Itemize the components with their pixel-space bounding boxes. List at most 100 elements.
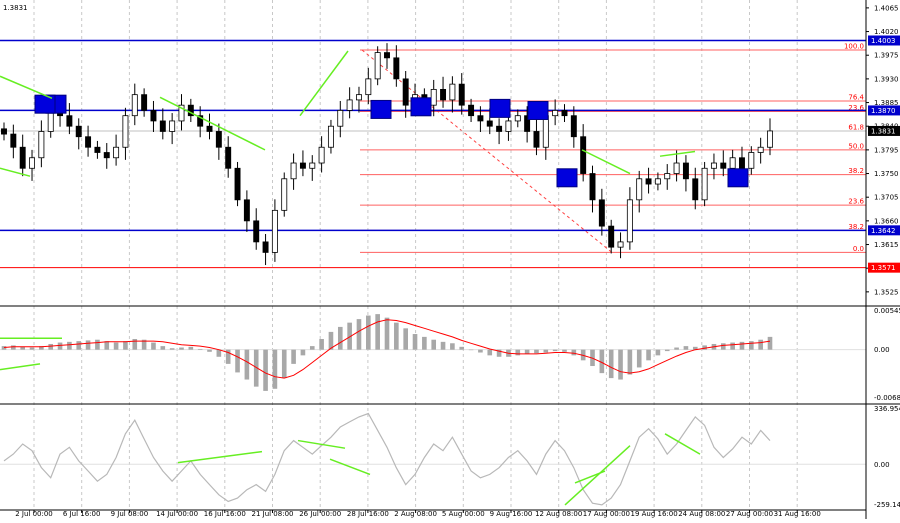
marker-box bbox=[410, 97, 432, 117]
macd-bar bbox=[571, 349, 577, 356]
x-tick-label: 26 Jul 00:00 bbox=[299, 510, 341, 518]
x-tick-label: 24 Aug 08:00 bbox=[678, 510, 725, 518]
candle-body bbox=[533, 131, 540, 148]
fib-level-label: 61.8 bbox=[848, 123, 864, 131]
candle-body bbox=[1, 128, 7, 135]
candle-body bbox=[645, 178, 652, 185]
x-tick-label: 2 Aug 08:00 bbox=[394, 510, 437, 518]
candle-body bbox=[187, 104, 194, 117]
candle-body bbox=[356, 94, 362, 101]
candle-body bbox=[580, 136, 587, 174]
macd-bar bbox=[188, 346, 194, 350]
macd-bar bbox=[450, 343, 455, 350]
candle-body bbox=[767, 130, 773, 148]
level-label-background bbox=[868, 262, 900, 273]
macd-bar bbox=[664, 349, 670, 352]
macd-bar bbox=[1, 346, 7, 350]
macd-bar bbox=[263, 349, 268, 391]
price-tick-label: 1.3885 bbox=[874, 99, 899, 107]
macd-bar bbox=[11, 345, 16, 350]
candle-body bbox=[299, 162, 306, 169]
macd-bar bbox=[496, 349, 502, 357]
macd-bar bbox=[384, 317, 390, 350]
candle-body bbox=[496, 125, 503, 132]
chart-title: 1.3831 bbox=[3, 4, 28, 12]
x-tick-label: 5 Aug 00:00 bbox=[442, 510, 485, 518]
candle-body bbox=[103, 152, 110, 159]
macd-bar bbox=[169, 348, 175, 350]
candle-body bbox=[589, 173, 596, 201]
level-label-background bbox=[868, 105, 900, 116]
macd-bar bbox=[347, 322, 352, 350]
candle-body bbox=[598, 199, 605, 227]
level-label: 1.3571 bbox=[868, 262, 900, 273]
level-label-text: 1.3870 bbox=[871, 107, 896, 115]
macd-bar bbox=[487, 349, 493, 356]
divergence-line bbox=[299, 50, 349, 117]
macd-bar bbox=[459, 346, 465, 350]
candle-body bbox=[94, 146, 101, 153]
price-tick-label: 1.4065 bbox=[874, 4, 899, 12]
cci-scale-label: 0.00 bbox=[874, 461, 890, 469]
macd-bar bbox=[291, 349, 296, 364]
candle-body bbox=[346, 99, 353, 111]
price-tick-label: 1.3525 bbox=[874, 288, 899, 296]
x-tick-label: 16 Jul 16:00 bbox=[204, 510, 246, 518]
cci-divergence-line bbox=[177, 450, 263, 464]
macd-bar bbox=[366, 315, 371, 350]
macd-bar bbox=[646, 349, 651, 361]
candle-body bbox=[243, 199, 250, 222]
macd-bar bbox=[95, 339, 100, 350]
cci-divergence-line bbox=[664, 433, 701, 455]
macd-bar bbox=[207, 349, 212, 352]
macd-bar bbox=[104, 341, 110, 350]
candle-body bbox=[710, 162, 717, 169]
candle-body bbox=[10, 133, 17, 148]
macd-bar bbox=[67, 341, 72, 350]
divergence-line bbox=[581, 149, 631, 175]
candle-body bbox=[542, 115, 549, 148]
macd-bar bbox=[720, 343, 726, 350]
macd-bar bbox=[627, 349, 633, 375]
cci-divergence-line bbox=[297, 439, 346, 449]
candle-body bbox=[720, 162, 727, 169]
macd-bar bbox=[552, 349, 558, 352]
grid bbox=[33, 0, 798, 510]
price-tick-label: 1.3705 bbox=[874, 194, 899, 202]
candle-body bbox=[486, 120, 493, 127]
macd-bar bbox=[123, 341, 128, 350]
cci-scale-label: 336.9546 bbox=[874, 405, 900, 413]
macd-bar bbox=[394, 322, 399, 350]
candle-body bbox=[440, 88, 447, 101]
divergence-line bbox=[0, 167, 31, 177]
macd-bar bbox=[160, 346, 166, 350]
candle-body bbox=[215, 131, 222, 148]
candle-body bbox=[327, 125, 334, 148]
x-tick-label: 27 Aug 00:00 bbox=[726, 510, 773, 518]
macd-bar bbox=[132, 339, 138, 350]
level-label: 1.3870 bbox=[868, 105, 900, 116]
candle-body bbox=[225, 146, 232, 169]
candle-body bbox=[309, 162, 316, 169]
macd-bar bbox=[179, 347, 184, 350]
candle-body bbox=[402, 78, 409, 106]
macd-bar bbox=[253, 349, 259, 387]
candle-body bbox=[608, 225, 615, 248]
cci-divergence-line bbox=[564, 445, 631, 506]
candle-body bbox=[169, 120, 176, 132]
cci-divergence-line bbox=[329, 458, 371, 476]
candle-body bbox=[626, 199, 633, 243]
macd-bar bbox=[281, 349, 287, 379]
level-label-background bbox=[868, 125, 900, 136]
macd-bar bbox=[683, 346, 689, 350]
macd-bar bbox=[749, 341, 754, 350]
candle-body bbox=[337, 110, 344, 127]
candle-body bbox=[739, 157, 745, 169]
macd-divergence-line bbox=[0, 363, 41, 371]
level-label-text: 1.3571 bbox=[871, 264, 896, 272]
macd-bar bbox=[534, 349, 539, 354]
fib-level-label: 76.4 bbox=[848, 93, 864, 101]
candle-body bbox=[122, 115, 129, 148]
candle-body bbox=[524, 115, 531, 132]
